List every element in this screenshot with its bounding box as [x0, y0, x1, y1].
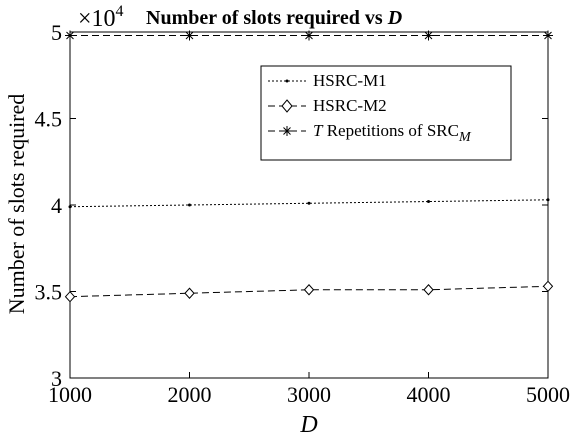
- data-point: [423, 284, 434, 296]
- legend-label-t-repetitions: T Repetitions of SRCM: [313, 121, 472, 145]
- legend-marker-hsrc-m2: [281, 99, 293, 113]
- legend-item-hsrc-m1: HSRC-M1: [268, 71, 387, 90]
- data-point: [68, 205, 72, 209]
- data-point: [542, 280, 554, 293]
- y-multiplier: ×104: [78, 3, 124, 32]
- legend-item-t-repetitions: T Repetitions of SRCM: [268, 121, 472, 145]
- plot-area: 3 3.5 4 4.5 5 1000 2000 3000 4000 5000: [35, 20, 571, 407]
- data-point: [304, 30, 314, 41]
- data-point: [303, 284, 315, 296]
- data-point: [546, 198, 550, 202]
- data-point: [423, 30, 434, 41]
- y-tick-label: 4: [51, 193, 62, 218]
- data-point: [188, 203, 191, 207]
- y-tick-label: 3: [51, 366, 62, 391]
- data-point: [307, 201, 311, 205]
- legend-label-hsrc-m2: HSRC-M2: [313, 96, 387, 115]
- data-point: [65, 30, 75, 41]
- legend-item-hsrc-m2: HSRC-M2: [268, 96, 387, 115]
- data-point: [184, 30, 195, 41]
- y-axis-label: Number of slots required: [4, 94, 29, 315]
- x-tick-label: 1000: [48, 382, 92, 407]
- data-point: [543, 30, 553, 41]
- x-tick-label: 4000: [407, 382, 451, 407]
- y-tick-label: 5: [51, 20, 62, 45]
- series-line-1: [69, 285, 549, 298]
- legend-label-hsrc-m1: HSRC-M1: [313, 71, 387, 90]
- x-tick-label: 2000: [168, 382, 212, 407]
- data-point: [427, 200, 430, 204]
- x-tick-label: 3000: [287, 382, 331, 407]
- y-tick-label: 3.5: [35, 280, 63, 305]
- legend-box: [260, 65, 512, 161]
- data-point: [64, 290, 76, 303]
- y-tick-label: 4.5: [35, 107, 63, 132]
- legend-marker-t-repetitions: [282, 126, 292, 136]
- x-tick-label: 5000: [526, 382, 570, 407]
- data-point: [184, 287, 195, 299]
- x-axis-label: D: [299, 412, 317, 438]
- legend: HSRC-M1 HSRC-M2 T Repetitions of SRCM: [260, 65, 512, 161]
- legend-marker-hsrc-m1: [285, 79, 289, 83]
- chart-title: Number of slots required vs D: [146, 7, 402, 29]
